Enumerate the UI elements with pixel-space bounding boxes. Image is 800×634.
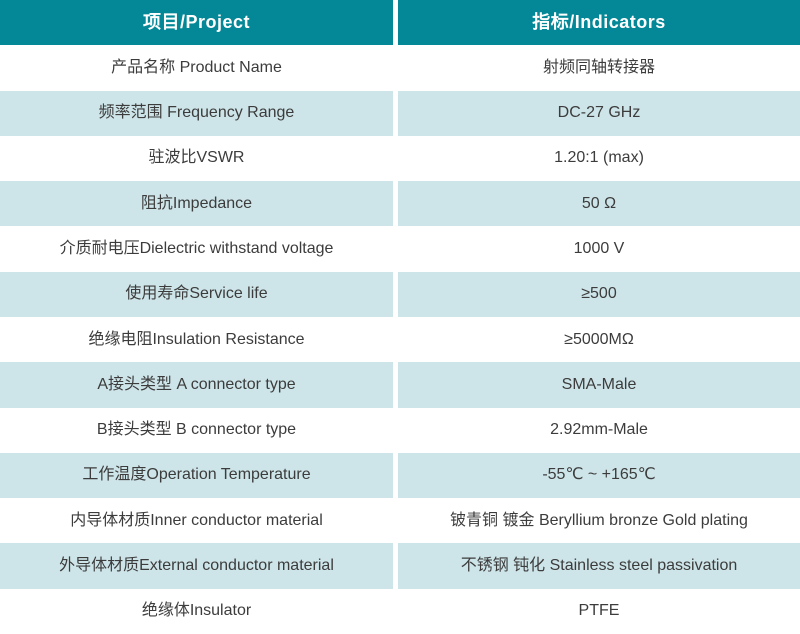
column-divider	[393, 226, 398, 272]
table-row: 介质耐电压Dielectric withstand voltage 1000 V	[0, 226, 800, 272]
column-divider	[393, 362, 398, 408]
indicator-cell: 铍青铜 镀金 Beryllium bronze Gold plating	[398, 498, 800, 544]
column-divider	[393, 588, 398, 634]
table-row: 频率范围 Frequency Range DC-27 GHz	[0, 90, 800, 136]
column-divider	[393, 45, 398, 91]
indicator-cell: 2.92mm-Male	[398, 407, 800, 453]
header-project: 项目/Project	[0, 0, 393, 46]
column-divider	[393, 316, 398, 363]
column-divider	[393, 407, 398, 453]
indicator-cell: SMA-Male	[398, 362, 800, 408]
project-cell: 驻波比VSWR	[0, 135, 393, 182]
project-cell: 内导体材质Inner conductor material	[0, 498, 393, 544]
project-cell: B接头类型 B connector type	[0, 407, 393, 453]
project-cell: 阻抗Impedance	[0, 181, 393, 227]
project-cell: 绝缘电阻Insulation Resistance	[0, 316, 393, 363]
table-row: A接头类型 A connector type SMA-Male	[0, 362, 800, 408]
indicator-cell: -55℃ ~ +165℃	[398, 452, 800, 499]
column-divider	[393, 271, 398, 317]
table-row: 绝缘体Insulator PTFE	[0, 588, 800, 634]
table-row: 驻波比VSWR 1.20:1 (max)	[0, 135, 800, 182]
table-row: 绝缘电阻Insulation Resistance ≥5000MΩ	[0, 316, 800, 363]
indicator-cell: ≥5000MΩ	[398, 316, 800, 363]
indicator-cell: 1000 V	[398, 226, 800, 272]
project-cell: A接头类型 A connector type	[0, 362, 393, 408]
project-cell: 外导体材质External conductor material	[0, 543, 393, 589]
table-header-row: 项目/Project 指标/Indicators	[0, 0, 800, 46]
column-divider	[393, 135, 398, 182]
column-divider	[393, 181, 398, 227]
project-cell: 频率范围 Frequency Range	[0, 90, 393, 136]
column-divider	[393, 90, 398, 136]
project-cell: 工作温度Operation Temperature	[0, 452, 393, 499]
table-row: B接头类型 B connector type 2.92mm-Male	[0, 407, 800, 453]
column-divider	[393, 0, 398, 46]
indicator-cell: 不锈钢 钝化 Stainless steel passivation	[398, 543, 800, 589]
indicator-cell: ≥500	[398, 271, 800, 317]
project-cell: 使用寿命Service life	[0, 271, 393, 317]
header-indicators: 指标/Indicators	[398, 0, 800, 46]
project-cell: 介质耐电压Dielectric withstand voltage	[0, 226, 393, 272]
indicator-cell: 50 Ω	[398, 181, 800, 227]
indicator-cell: 射频同轴转接器	[398, 45, 800, 91]
column-divider	[393, 452, 398, 499]
table-row: 内导体材质Inner conductor material 铍青铜 镀金 Ber…	[0, 498, 800, 544]
project-cell: 绝缘体Insulator	[0, 588, 393, 634]
column-divider	[393, 498, 398, 544]
column-divider	[393, 543, 398, 589]
table-row: 工作温度Operation Temperature -55℃ ~ +165℃	[0, 452, 800, 499]
table-row: 外导体材质External conductor material 不锈钢 钝化 …	[0, 543, 800, 589]
project-cell: 产品名称 Product Name	[0, 45, 393, 91]
indicator-cell: DC-27 GHz	[398, 90, 800, 136]
indicator-cell: 1.20:1 (max)	[398, 135, 800, 182]
table-row: 产品名称 Product Name 射频同轴转接器	[0, 45, 800, 91]
indicator-cell: PTFE	[398, 588, 800, 634]
table-row: 阻抗Impedance 50 Ω	[0, 181, 800, 227]
table-row: 使用寿命Service life ≥500	[0, 271, 800, 317]
